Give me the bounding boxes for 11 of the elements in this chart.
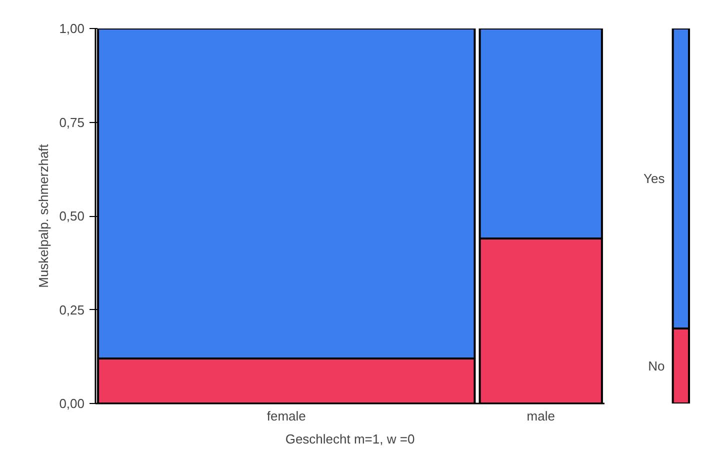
- y-axis-title: Muskelpalp. schmerzhaft: [36, 144, 52, 288]
- y-tick-label: 0,50: [59, 208, 85, 224]
- series-label: No: [648, 358, 665, 374]
- y-tick-label: 0,25: [59, 302, 85, 318]
- x-tick-label: male: [526, 408, 555, 424]
- y-tick-label: 0,00: [59, 396, 85, 411]
- y-tick-label: 1,00: [59, 21, 85, 36]
- y-tick-label: 0,75: [59, 114, 85, 130]
- x-axis-title: Geschlecht m=1, w =0: [285, 432, 415, 446]
- x-tick-label: female: [266, 408, 306, 424]
- series-label: Yes: [644, 171, 666, 186]
